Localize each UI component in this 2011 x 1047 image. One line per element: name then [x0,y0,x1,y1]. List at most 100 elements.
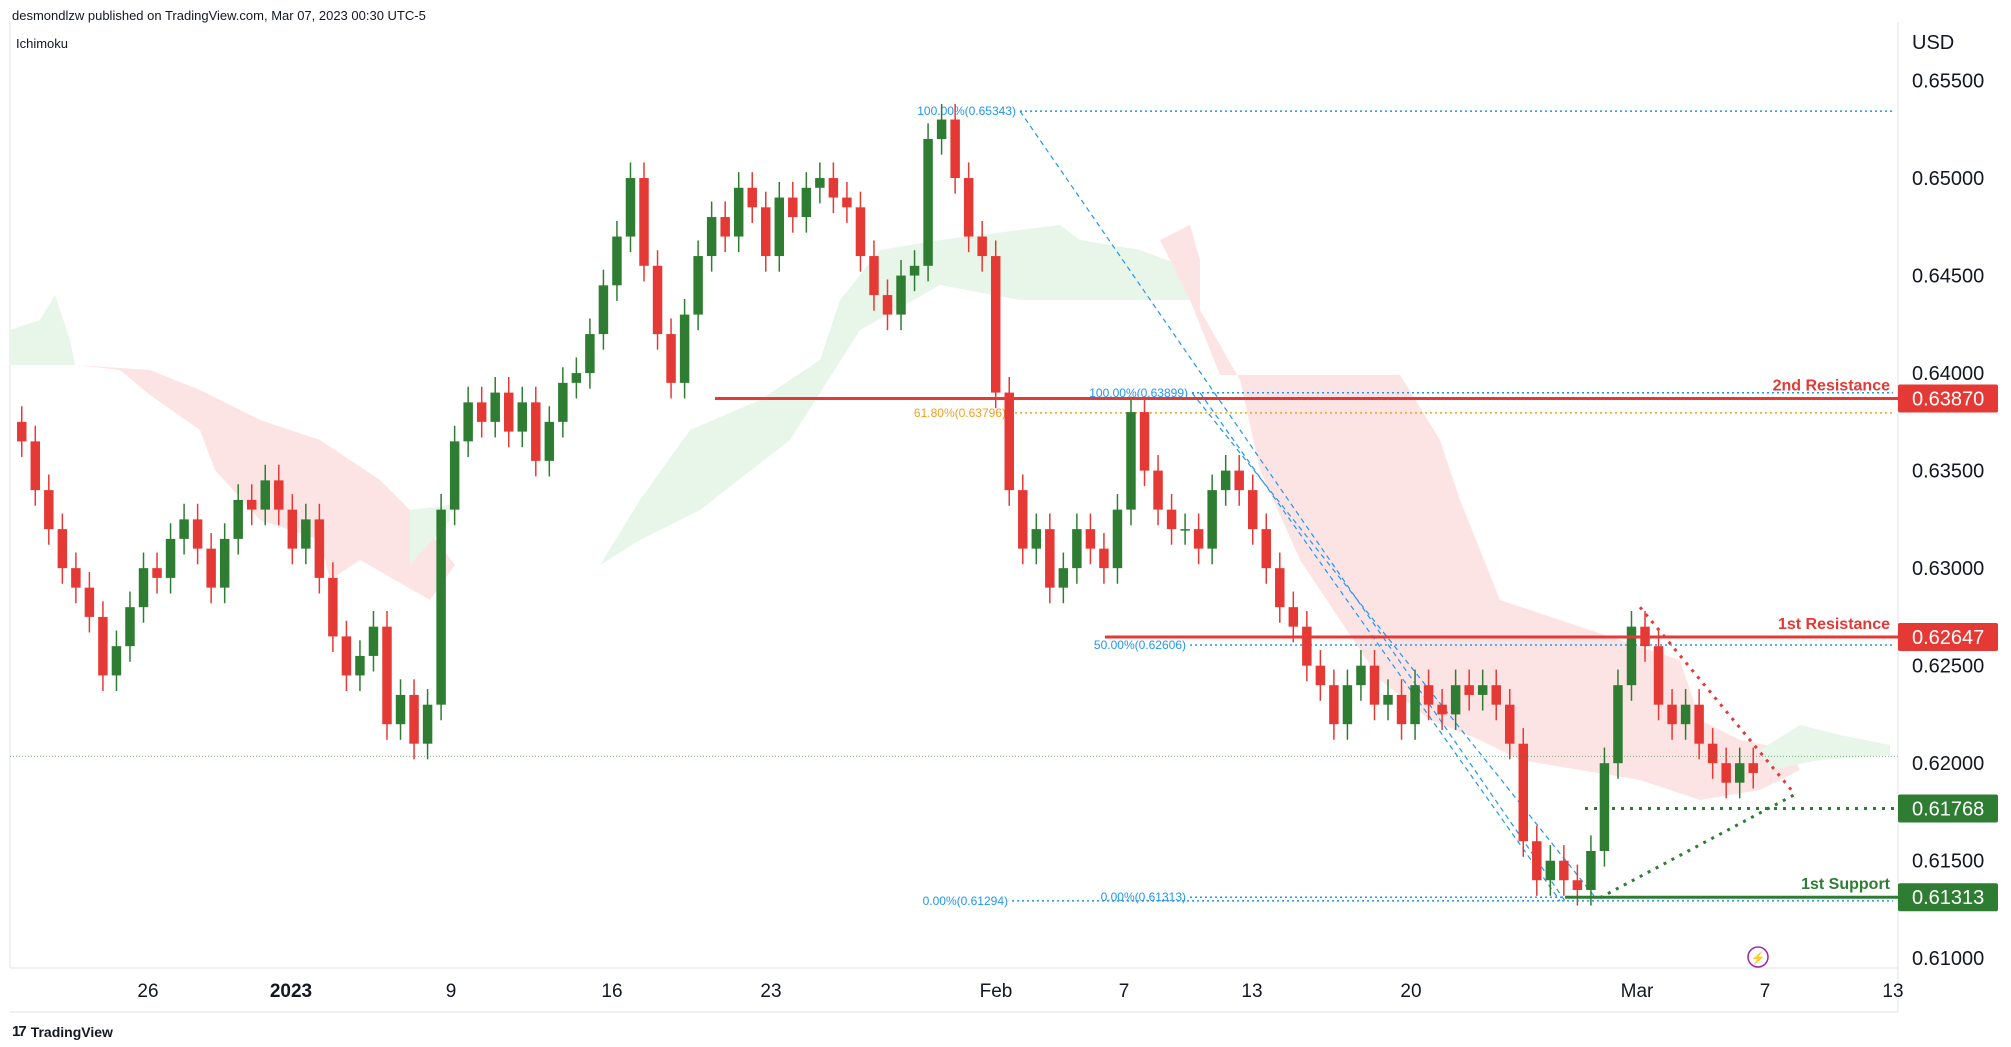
candle-body [1707,743,1718,764]
price-tick-label: 0.65500 [1912,71,1984,93]
candle-body [1613,685,1623,764]
price-tag [1898,883,1998,912]
candle-body [449,441,460,510]
level-name-label: 1st Resistance [1778,616,1890,633]
candle-body [896,275,906,315]
price-tag [1898,384,1998,413]
candle-body [1464,685,1474,695]
candle-body [422,704,433,744]
candle-body [679,314,690,383]
candle-body [1653,646,1664,705]
candle-body [1342,685,1353,725]
candle-body [287,509,298,549]
tradingview-logo[interactable]: 17 TradingView [12,1023,113,1040]
candle-body [720,217,730,237]
candle-body [436,509,446,705]
candle-body [1721,763,1731,783]
candle-body [612,236,622,286]
candle-body [179,519,189,539]
time-tick-label: Mar [1621,981,1654,1002]
candle-body [1112,509,1123,569]
fib-trend-line [1199,392,1561,902]
candle-body [1288,607,1299,627]
candle-body [774,197,785,257]
flash-icon: ⚡ [1751,951,1766,965]
price-tick-label: 0.62500 [1912,656,1984,678]
time-tick-label: 23 [760,981,781,1002]
time-tick-label: 9 [446,981,457,1002]
candle-body [882,295,893,315]
tradingview-logo-icon: 17 [12,1023,27,1040]
candle-body [1559,860,1569,881]
price-tick-label: 0.65000 [1912,168,1984,190]
candle-body [30,441,41,491]
fib-trend-line [1019,110,1566,902]
candle-body [923,139,933,266]
candle-body [666,334,676,383]
candle-body [1180,529,1190,531]
support-resistance-levels: 2nd Resistance 0.63870 1st Resistance 0.626… [10,377,1998,912]
candle-body [693,256,703,315]
candle-body [84,587,95,617]
candle-body [1004,392,1014,491]
candle-body [1220,470,1231,491]
candle-body [598,285,609,335]
indicator-label[interactable]: Ichimoku [16,36,69,51]
candle-body [125,607,135,647]
candle-body [950,119,960,179]
time-tick-label: Feb [980,981,1013,1002]
candle-body [855,207,866,257]
time-tick-label: 2023 [270,981,312,1002]
candle-body [1383,694,1393,705]
publisher-line: desmondlzw published on TradingView.com,… [12,8,426,23]
time-tick-label: 13 [1882,981,1903,1002]
cloud-red-area [1160,225,1800,800]
candle-body [571,373,582,383]
candle-body [476,402,487,422]
candle-body [1734,763,1745,783]
candle-body [328,577,338,637]
time-tick-label: 7 [1760,981,1771,1002]
candle-body [1626,626,1637,686]
candle-body [517,402,528,432]
candle-body [246,499,257,510]
candle-body [1315,665,1326,686]
candle-body [1586,850,1596,890]
candle-body [761,207,771,257]
candle-body [747,187,757,208]
candle-body [1045,529,1055,588]
candle-body [409,694,419,744]
candle-body [625,178,636,237]
time-tick-label: 20 [1400,981,1421,1002]
candle-body [17,421,27,442]
candle-body [1545,860,1556,881]
candle-body [788,197,798,218]
candle-body [639,178,649,266]
candle-body [192,519,203,549]
candle-body [977,236,987,257]
candle-body [1031,529,1042,549]
candle-body [1680,704,1691,725]
candle-body [990,256,1001,393]
price-tag [1898,622,1998,651]
candle-body [206,548,216,588]
candle-body [1234,470,1244,491]
candle-body [936,119,947,140]
triangle-lower-line [1599,793,1796,900]
price-tick-label: 0.61000 [1912,948,1984,970]
candle-body [869,256,879,296]
price-tick-label: 0.61500 [1912,851,1984,873]
candle-body [1694,704,1704,744]
candle-body [1477,685,1488,695]
candle-body [706,217,717,257]
fib-level-label: 61.80%(0.63796) [914,406,1006,420]
candle-body [1207,490,1217,549]
candle-body [111,646,122,676]
candle-body [1572,880,1583,890]
candle-body [1369,665,1380,705]
price-tick-label: 0.62000 [1912,753,1984,775]
candle-body [368,626,379,656]
candle-body [1450,685,1461,715]
price-tick-label: 0.64000 [1912,363,1984,385]
